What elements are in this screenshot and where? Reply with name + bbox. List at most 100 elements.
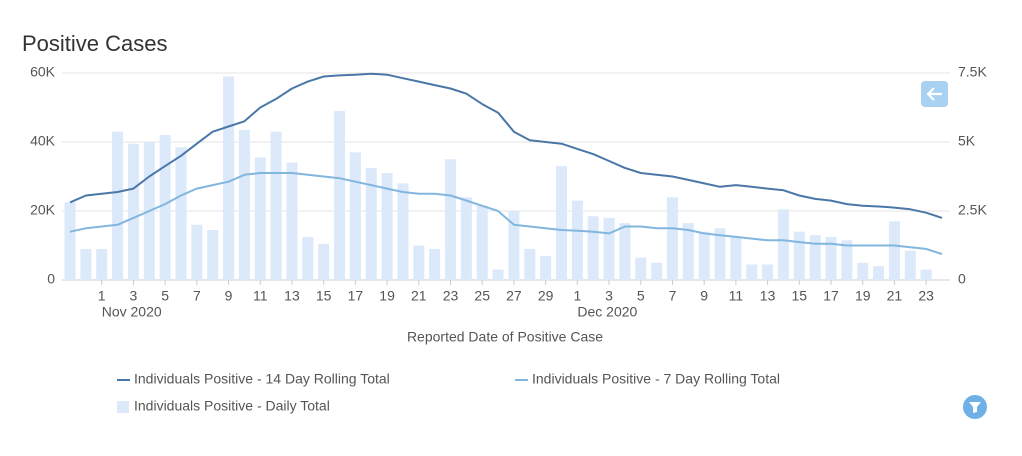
x-tick-label: 13 <box>760 288 776 304</box>
y-tick-label: 20K <box>30 202 56 218</box>
bar <box>730 236 742 280</box>
x-tick-label: 3 <box>605 288 613 304</box>
bar <box>603 217 615 280</box>
legend-item: Individuals Positive - 7 Day Rolling Tot… <box>515 371 780 387</box>
bar <box>857 262 869 280</box>
x-tick-label: 11 <box>729 288 744 304</box>
bar <box>238 129 250 280</box>
y-tick-label: 60K <box>30 64 56 80</box>
x-tick-label: 21 <box>887 288 903 304</box>
filter-button[interactable] <box>963 395 987 419</box>
bar <box>540 255 552 280</box>
bar <box>318 243 330 280</box>
bar <box>349 152 361 280</box>
bar <box>904 250 916 280</box>
bar <box>96 248 108 280</box>
bar <box>302 236 314 280</box>
bar <box>587 216 599 280</box>
bar <box>175 147 187 280</box>
bar <box>841 240 853 280</box>
x-tick-label: 9 <box>225 288 233 304</box>
x-tick-label: 13 <box>284 288 300 304</box>
x-tick-label: 23 <box>443 288 459 304</box>
x-tick-label: 27 <box>506 288 522 304</box>
bar <box>397 183 409 280</box>
bar <box>888 221 900 280</box>
bar <box>159 135 171 280</box>
bar <box>127 143 139 280</box>
bar <box>80 248 92 280</box>
y2-tick-label: 7.5K <box>958 64 987 80</box>
x-tick-label: 3 <box>130 288 138 304</box>
bar <box>223 76 235 280</box>
x-tick-label: 23 <box>918 288 934 304</box>
bar <box>809 235 821 280</box>
filter-icon[interactable] <box>969 402 981 413</box>
y2-tick-label: 0 <box>958 271 966 287</box>
x-tick-label: 9 <box>700 288 708 304</box>
x-tick-label: 19 <box>855 288 871 304</box>
bar <box>524 248 536 280</box>
bar <box>762 264 774 280</box>
bar <box>571 200 583 280</box>
x-tick-label: 7 <box>193 288 201 304</box>
bar <box>191 224 203 280</box>
bar <box>793 231 805 280</box>
bar <box>920 269 932 280</box>
bar <box>381 173 393 280</box>
bar <box>207 230 219 280</box>
bar <box>334 110 346 280</box>
bar <box>492 269 504 280</box>
x-tick-label: 15 <box>316 288 332 304</box>
line <box>69 72 943 219</box>
bar <box>873 266 885 280</box>
bar <box>445 159 457 280</box>
legend-label: Individuals Positive - 7 Day Rolling Tot… <box>532 371 780 387</box>
x-tick-label: 5 <box>161 288 169 304</box>
back-arrow-icon[interactable] <box>926 87 942 101</box>
chart-title: Positive Cases <box>22 31 168 56</box>
bar <box>476 205 488 280</box>
bar <box>698 231 710 280</box>
x-tick-label: 5 <box>637 288 645 304</box>
x-tick-label: 17 <box>823 288 839 304</box>
x-month-label: Nov 2020 <box>102 304 162 320</box>
x-tick-label: 11 <box>253 288 268 304</box>
bar <box>64 202 76 280</box>
bar <box>825 236 837 280</box>
line <box>69 172 943 256</box>
legend-label: Individuals Positive - 14 Day Rolling To… <box>134 371 390 387</box>
bar <box>555 166 567 280</box>
x-tick-label: 7 <box>669 288 677 304</box>
bar <box>714 228 726 280</box>
back-button[interactable] <box>921 81 948 107</box>
bar <box>254 157 266 280</box>
x-tick-label: 15 <box>792 288 808 304</box>
bar <box>635 257 647 280</box>
x-tick-label: 1 <box>573 288 581 304</box>
x-tick-label: 19 <box>379 288 395 304</box>
y-tick-label: 0 <box>47 271 55 287</box>
x-tick-label: 17 <box>348 288 364 304</box>
bar <box>619 223 631 280</box>
x-tick-label: 21 <box>411 288 427 304</box>
bar <box>286 162 298 280</box>
bar <box>365 167 377 280</box>
legend-item: Individuals Positive - Daily Total <box>117 398 330 414</box>
legend-item: Individuals Positive - 14 Day Rolling To… <box>117 371 390 387</box>
legend-label: Individuals Positive - Daily Total <box>134 398 330 414</box>
bar <box>746 264 758 280</box>
bar <box>682 223 694 280</box>
bar <box>777 209 789 280</box>
bar <box>429 248 441 280</box>
x-axis-title: Reported Date of Positive Case <box>407 329 603 345</box>
bar <box>666 197 678 280</box>
y-tick-label: 40K <box>30 133 56 149</box>
y2-tick-label: 5K <box>958 133 976 149</box>
bar <box>508 211 520 280</box>
x-month-label: Dec 2020 <box>577 304 637 320</box>
x-tick-label: 1 <box>98 288 106 304</box>
y2-tick-label: 2.5K <box>958 202 987 218</box>
